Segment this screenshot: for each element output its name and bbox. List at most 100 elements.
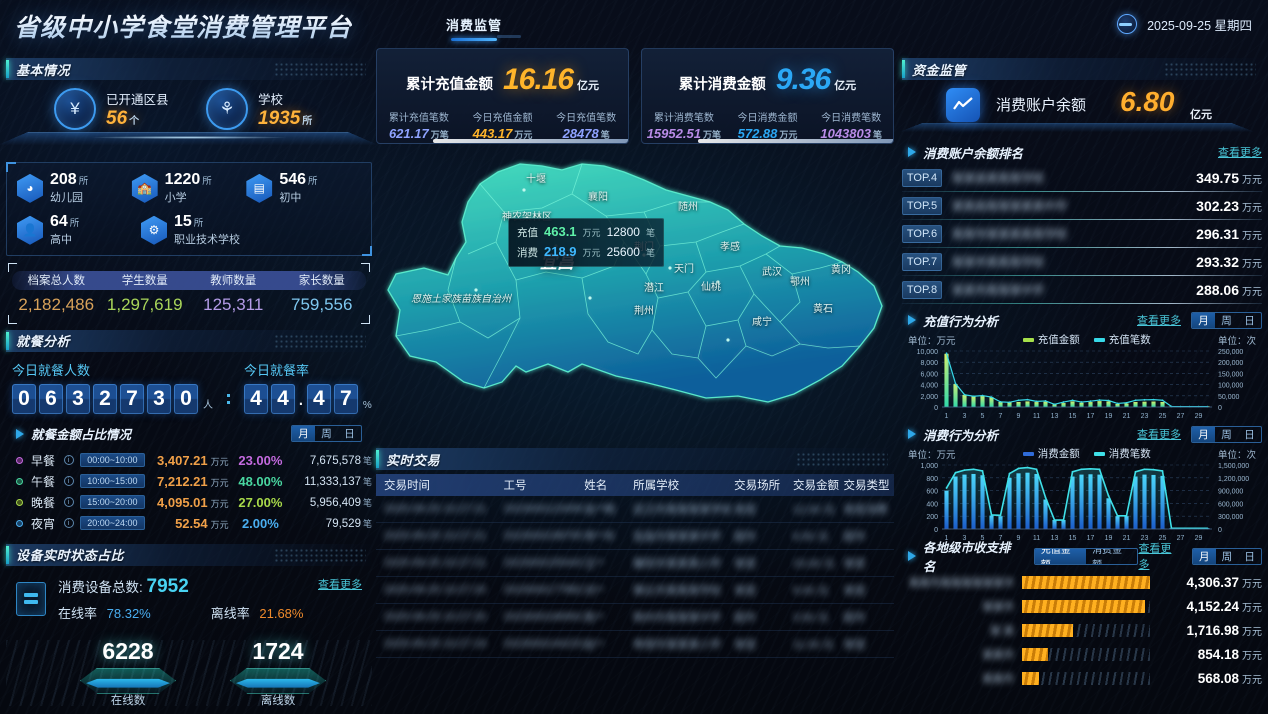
period-tab-month[interactable]: 月 [1192, 548, 1216, 564]
period-tab-week[interactable]: 周 [321, 428, 332, 441]
card-total-recharge: 累计充值金额 16.16 亿元 累计充值笔数 621.17 万笔 今日充值金额 4… [376, 48, 629, 144]
city-name: 某某市某某某某某某市 [909, 576, 1014, 589]
tooltip-consume-unit: 万元 [582, 247, 601, 258]
table-row[interactable]: 2025-09-25 10:27:20 2023000177882 刘** 黄石… [376, 577, 894, 604]
list-item[interactable]: 某 某 1,716.98 万元 [902, 618, 1262, 642]
recharge-more-link[interactable]: 查看更多 [1137, 315, 1181, 327]
city-unit: 万元 [1242, 578, 1262, 590]
rank-more-link[interactable]: 查看更多 [1218, 147, 1262, 159]
robot-icon[interactable] [1117, 14, 1138, 34]
info-icon[interactable]: i [63, 476, 74, 487]
basic-kpi-stage: ¥ 已开通区县 56 个 ⚘ 学校 1935 所 [0, 86, 379, 154]
meal-amount-unit: 万元 [210, 477, 229, 488]
svg-text:100,000: 100,000 [1218, 383, 1243, 390]
cell-time: 2025-09-25 10:27:20 [384, 584, 487, 596]
svg-text:27: 27 [1177, 413, 1185, 420]
svg-text:29: 29 [1195, 535, 1203, 542]
period-tab-week[interactable]: 周 [1221, 550, 1233, 563]
cell-time: 2025-09-25 10:27:21 [384, 530, 487, 542]
svg-text:7: 7 [999, 535, 1003, 542]
list-item[interactable]: 某某市某某某某某某市 4,306.37 万元 [902, 570, 1262, 594]
recharge-period-tabs[interactable]: 月 周 日 [1191, 311, 1262, 329]
svg-text:2,000: 2,000 [920, 394, 938, 401]
consume-more-link[interactable]: 查看更多 [1137, 429, 1181, 441]
school-type-row: 👤 64 所 高中 ⚙ 15 所 职业技术学校 [17, 213, 361, 247]
kpi-open-districts: ¥ 已开通区县 56 个 [54, 88, 169, 130]
city-unit: 万元 [1242, 602, 1262, 614]
info-icon[interactable]: i [63, 497, 74, 508]
svg-text:300,000: 300,000 [1218, 514, 1243, 521]
table-row[interactable]: 2025-09-25 10:27:19 2023000144220 赵** 孝感… [376, 631, 894, 658]
list-item[interactable]: 某某市 854.18 万元 [902, 642, 1263, 666]
list-item[interactable]: 某某市 568.08 万元 [902, 666, 1263, 690]
meal-amount: 52.54 [175, 515, 208, 531]
toggle-recharge[interactable]: 充值金额 [1034, 548, 1087, 564]
list-item[interactable]: TOP.5 某某县某某某某某中学 302.23 万元 [902, 192, 1262, 220]
cell-type: 超市 [843, 531, 866, 543]
hubei-map[interactable]: 十堰 襄阳 神农架林区 随州 荆门 孝感 天门 武汉 黄冈 鄂州 潜江 仙桃 黄… [376, 150, 894, 442]
cell-empno: 2023000155443 [503, 557, 584, 569]
sub-unit: 笔 [872, 130, 882, 140]
tooltip-recharge-count-unit: 笔 [645, 228, 655, 238]
meal-name: 早餐 [31, 453, 56, 468]
list-item[interactable]: TOP.8 某某市某某某中学 288.06 万元 [902, 276, 1262, 304]
offline-rate-label: 离线率 [210, 605, 250, 621]
list-item[interactable]: TOP.4 某某县某某某学校 349.75 万元 [902, 164, 1262, 192]
people-col-header: 学生数量 [121, 275, 168, 288]
svg-text:29: 29 [1195, 413, 1203, 420]
period-tab-day[interactable]: 日 [1244, 314, 1255, 327]
period-tab-week[interactable]: 周 [1221, 314, 1232, 327]
svg-text:23: 23 [1141, 535, 1149, 542]
period-tab-day[interactable]: 日 [1244, 428, 1255, 441]
city-value: 4,306.37 [1186, 574, 1239, 590]
period-tab-month[interactable]: 月 [292, 426, 315, 442]
podium-offline: 1724 离线数 [230, 632, 326, 707]
rank-underline [902, 219, 1262, 220]
offline-rate-value: 21.68% [259, 605, 304, 621]
meal-name: 夜宵 [31, 516, 56, 531]
meal-amount-unit: 万元 [210, 519, 229, 530]
triangle-icon [908, 147, 916, 157]
table-row[interactable]: 2025-09-25 10:27:21 2023000123456 张**明 武… [376, 496, 894, 523]
section-funds: 资金监管 [902, 58, 1262, 80]
info-icon[interactable]: i [63, 455, 74, 466]
list-item[interactable]: TOP.7 某某市某某某学校 293.32 万元 [902, 248, 1262, 276]
legend-item: 消费笔数 [1093, 446, 1151, 461]
svg-text:15: 15 [1069, 535, 1077, 542]
card-unit: 亿元 [577, 80, 600, 92]
chart-unit-right: 单位：次 [1217, 335, 1256, 347]
tab-consumption-monitor[interactable]: 消费监管 [446, 15, 502, 41]
cell-name: 李**华 [584, 531, 615, 543]
bar-track [1022, 647, 1150, 661]
dining-period-tabs[interactable]: 月 周 日 [291, 425, 362, 443]
sub-unit: 万元 [779, 130, 798, 140]
rank-tag: TOP.8 [902, 281, 942, 299]
list-item[interactable]: TOP.6 某某市某某某某某学校 296.31 万元 [902, 220, 1262, 248]
column-header-school: 所属学校 [633, 480, 680, 492]
city-rank-period-tabs[interactable]: 月 周 日 [1191, 547, 1262, 565]
consume-period-tabs[interactable]: 月 周 日 [1191, 425, 1262, 443]
decor-dots [274, 62, 366, 76]
digit: 4 [306, 383, 331, 414]
svg-text:13: 13 [1051, 535, 1059, 542]
city-label: 襄阳 [588, 192, 608, 203]
period-tab-month[interactable]: 月 [1192, 426, 1215, 442]
list-item[interactable]: 某某市 4,152.24 万元 [902, 594, 1263, 618]
period-tab-day[interactable]: 日 [1244, 550, 1255, 563]
kpi-schools: ⚘ 学校 1935 所 [206, 88, 312, 130]
table-row[interactable]: 2025-09-25 10:27:21 2023000155443 王** 襄阳… [376, 550, 894, 577]
city-rank-toggle[interactable]: 充值金额 消费金额 [1033, 547, 1139, 565]
table-row[interactable]: 2025-09-25 10:27:20 2023000166991 陈** 荆州… [376, 604, 894, 631]
device-more-link[interactable]: 查看更多 [318, 578, 362, 591]
type-value: 1220 [164, 171, 201, 188]
subsection-title: 消费行为分析 [923, 428, 999, 443]
info-icon[interactable]: i [63, 518, 74, 529]
meal-count-unit: 笔 [362, 476, 372, 487]
period-tab-month[interactable]: 月 [1192, 312, 1215, 328]
table-row[interactable]: 2025-09-25 10:27:21 2023000198765 李**华 宜… [376, 523, 894, 550]
period-tab-week[interactable]: 周 [1221, 428, 1232, 441]
period-tab-day[interactable]: 日 [344, 428, 355, 441]
cell-amount: 12.00 元 [793, 504, 835, 516]
city-rank-more-link[interactable]: 查看更多 [1138, 543, 1172, 571]
toggle-consume[interactable]: 消费金额 [1092, 547, 1123, 564]
